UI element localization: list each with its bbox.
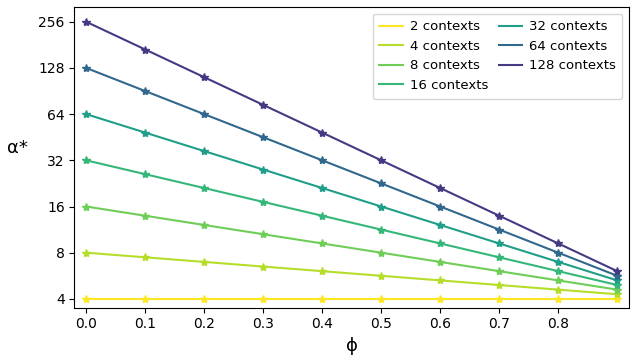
Legend: 2 contexts, 4 contexts, 8 contexts, 16 contexts, 32 contexts, 64 contexts, 128 c: 2 contexts, 4 contexts, 8 contexts, 16 c… <box>373 13 623 98</box>
X-axis label: ϕ: ϕ <box>346 337 357 355</box>
Y-axis label: α*: α* <box>7 139 28 157</box>
